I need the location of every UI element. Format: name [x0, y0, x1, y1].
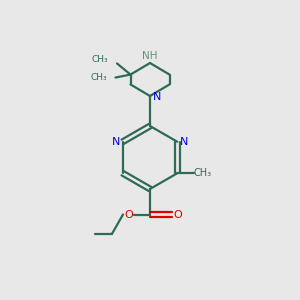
Text: NH: NH — [142, 51, 158, 62]
Text: N: N — [152, 92, 161, 103]
Text: CH₃: CH₃ — [92, 55, 109, 64]
Text: CH₃: CH₃ — [194, 168, 212, 178]
Text: N: N — [180, 137, 188, 147]
Text: CH₃: CH₃ — [91, 73, 107, 82]
Text: O: O — [124, 209, 133, 220]
Text: N: N — [112, 137, 120, 147]
Text: O: O — [173, 209, 182, 220]
